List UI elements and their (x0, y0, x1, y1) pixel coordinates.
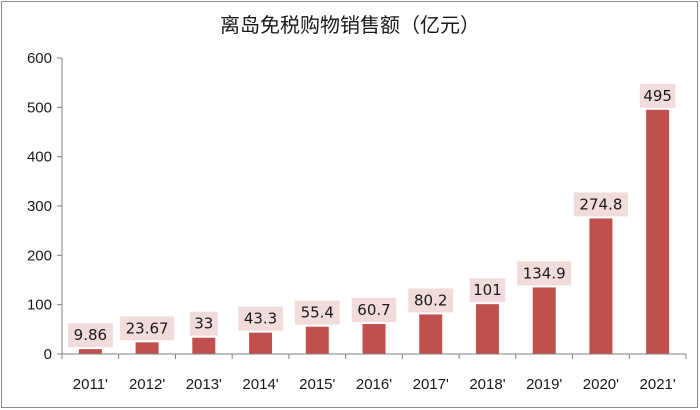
chart-title: 离岛免税购物销售额（亿元） (220, 13, 480, 37)
bar (305, 326, 329, 354)
y-tick-label: 0 (44, 346, 52, 363)
x-tick-label: 2014' (242, 376, 278, 393)
data-label-background (517, 261, 572, 286)
bars (78, 109, 670, 354)
data-label: 60.7 (357, 301, 390, 319)
y-tick-label: 200 (27, 247, 52, 264)
bar (249, 332, 273, 354)
bar (78, 349, 102, 354)
data-label-background (238, 306, 283, 331)
data-label: 134.9 (523, 264, 566, 282)
data-label: 43.3 (244, 310, 277, 328)
data-label-background (120, 316, 175, 341)
data-label: 33 (194, 315, 213, 333)
x-tick-label: 2015' (299, 376, 335, 393)
x-tick-label: 2017' (413, 376, 449, 393)
data-label-background (351, 298, 397, 323)
y-tick-label: 600 (27, 50, 52, 67)
data-label: 55.4 (301, 304, 334, 322)
x-tick-label: 2012' (129, 376, 165, 393)
y-tick-label: 100 (27, 297, 52, 314)
bar (192, 337, 216, 354)
data-label: 101 (473, 281, 502, 299)
data-label-background (294, 300, 340, 325)
bar (532, 287, 556, 354)
data-label-background (67, 323, 113, 348)
data-label-background (639, 83, 676, 108)
data-label: 9.86 (74, 326, 107, 344)
x-tick-label: 2011' (73, 376, 108, 393)
x-tick-label: 2020' (583, 376, 619, 393)
data-label: 23.67 (126, 319, 169, 337)
data-label-background (573, 192, 628, 217)
data-label-background (408, 288, 454, 313)
bar (135, 342, 159, 354)
data-label: 495 (643, 87, 672, 105)
data-label-background (189, 311, 218, 336)
y-tick-label: 300 (27, 198, 52, 215)
data-label: 80.2 (414, 291, 447, 309)
y-tick-label: 500 (27, 99, 52, 116)
x-tick-label: 2018' (469, 376, 505, 393)
bar (475, 304, 499, 354)
x-tick-label: 2016' (356, 376, 392, 393)
x-tick-label: 2013' (186, 376, 222, 393)
bar (419, 314, 443, 354)
x-tick-label: 2021' (640, 376, 676, 393)
data-labels: 9.86 23.67 33 43.3 55.4 60.7 80.2 101 134.9 274.8… (67, 83, 676, 348)
data-label-background (469, 278, 506, 303)
bar (362, 324, 386, 354)
y-axis: 0 100 200 300 400 500 600 (27, 50, 63, 363)
bar (646, 109, 670, 354)
y-tick-label: 400 (27, 149, 52, 166)
bar (589, 218, 613, 354)
x-axis: 2011' 2012' 2013' 2014' 2015' 2016' 2017' 2018'… (61, 353, 687, 393)
x-tick-label: 2019' (526, 376, 562, 393)
data-label: 274.8 (579, 195, 622, 213)
